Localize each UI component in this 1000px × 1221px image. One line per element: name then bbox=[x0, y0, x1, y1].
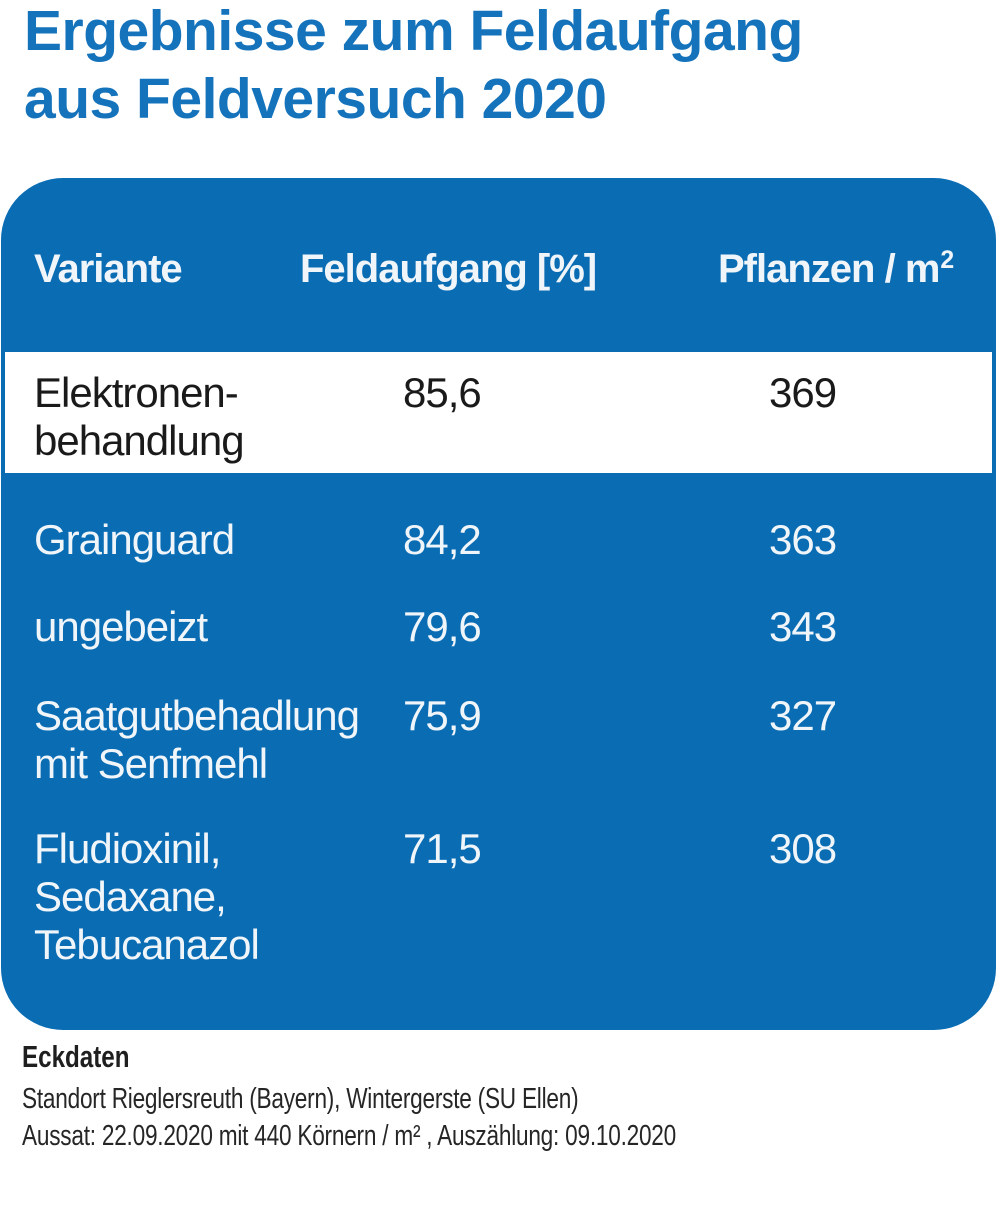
row-name: Saatgutbehadlung mit Senfmehl bbox=[34, 692, 360, 787]
table-header-variante: Variante bbox=[34, 247, 183, 291]
row-name: Fludioxinil, Sedaxane, Tebucanazol bbox=[34, 825, 260, 968]
row-feldaufgang-value: 75,9 bbox=[403, 692, 482, 739]
footer-eckdaten: Eckdaten Standort Rieglersreuth (Bayern)… bbox=[22, 1038, 676, 1155]
row-pflanzen-value: 343 bbox=[769, 603, 837, 650]
row-pflanzen-value: 363 bbox=[769, 516, 837, 563]
row-feldaufgang-value: 85,6 bbox=[403, 369, 482, 416]
table-header-pflanzen-superscript: 2 bbox=[940, 247, 954, 275]
page-title-line-1: Ergebnisse zum Feldaufgang bbox=[24, 0, 803, 63]
table-header-pflanzen: Pflanzen / m2 bbox=[718, 245, 954, 299]
footer-heading: Eckdaten bbox=[22, 1039, 130, 1074]
table-row-highlighted: Elektronen- behandlung 85,6 369 bbox=[5, 352, 992, 473]
table-header-pflanzen-text: Pflanzen / m bbox=[718, 247, 940, 291]
results-table-panel: Variante Feldaufgang [%] Pflanzen / m2 E… bbox=[1, 178, 996, 1030]
footer-location-line: Standort Rieglersreuth (Bayern), Winterg… bbox=[22, 1083, 579, 1115]
footer-sowing-line: Aussat: 22.09.2020 mit 440 Körnern / m² … bbox=[22, 1120, 677, 1152]
table-header-feldaufgang: Feldaufgang [%] bbox=[300, 247, 597, 291]
row-feldaufgang-value: 71,5 bbox=[403, 825, 482, 872]
row-name: Grainguard bbox=[34, 516, 235, 563]
row-feldaufgang-value: 84,2 bbox=[403, 516, 482, 563]
row-pflanzen-value: 327 bbox=[769, 692, 837, 739]
page-title-line-2: aus Feldversuch 2020 bbox=[24, 67, 607, 131]
row-name: Elektronen- behandlung bbox=[34, 369, 245, 464]
row-name: ungebeizt bbox=[34, 603, 208, 650]
page-title: Ergebnisse zum Feldaufgang aus Feldversu… bbox=[24, 0, 803, 133]
row-pflanzen-value: 308 bbox=[769, 825, 837, 872]
row-pflanzen-value: 369 bbox=[769, 369, 837, 416]
row-feldaufgang-value: 79,6 bbox=[403, 603, 482, 650]
